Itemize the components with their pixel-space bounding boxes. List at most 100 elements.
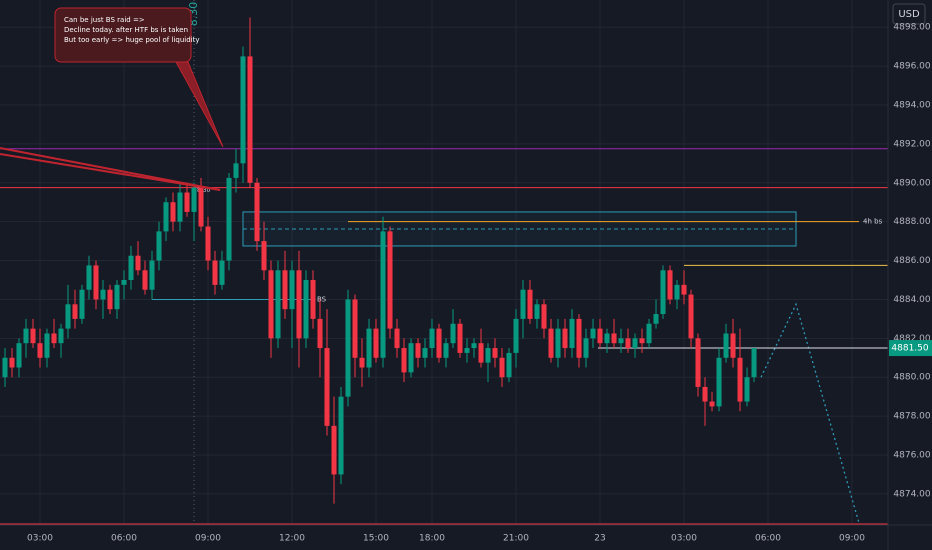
candle-body <box>618 338 624 344</box>
candle-body <box>625 338 631 349</box>
x-tick-label: 23 <box>594 534 605 544</box>
candle-body <box>100 289 106 300</box>
candle-body <box>282 270 288 310</box>
candle-body <box>331 425 337 475</box>
candle-body <box>702 386 708 402</box>
time-axis <box>0 525 932 550</box>
callout-box <box>54 7 192 63</box>
candle-body <box>471 343 477 349</box>
candle-body <box>219 260 225 285</box>
candle-body <box>107 289 113 310</box>
candle-body <box>177 192 183 222</box>
candle-body <box>548 328 554 358</box>
y-tick-label: 4892.00 <box>893 139 930 149</box>
candle-body <box>30 328 36 344</box>
currency-button[interactable] <box>892 3 926 25</box>
candle-body <box>415 343 421 358</box>
candle-body <box>723 333 729 358</box>
candle-body <box>373 328 379 358</box>
candle-body <box>450 323 456 344</box>
callout-text: But too early => huge pool of liquidity <box>64 36 199 44</box>
candle-body <box>597 328 603 344</box>
callout: Can be just BS raid => Decline today. aft… <box>64 16 199 44</box>
candle-body <box>268 270 274 339</box>
candle-body <box>527 289 533 319</box>
candle-body <box>660 270 666 315</box>
candle-body <box>555 328 561 358</box>
candle-body <box>254 182 260 242</box>
candle-body <box>576 318 582 358</box>
candle-body <box>436 328 442 358</box>
y-tick-label: 4882.00 <box>893 334 930 344</box>
candle-body <box>149 260 155 290</box>
y-tick-label: 4874.00 <box>893 489 930 499</box>
candle-body <box>681 284 687 295</box>
candle-body <box>492 348 498 358</box>
x-tick-label: 21:00 <box>503 534 529 544</box>
candle-body <box>604 333 610 344</box>
candle-body <box>23 328 29 344</box>
candle-body <box>569 318 575 349</box>
grid <box>0 0 888 525</box>
candle-body <box>737 357 743 402</box>
candle-body <box>114 284 120 310</box>
candle-body <box>611 333 617 344</box>
candle-body <box>408 343 414 373</box>
candle-body <box>44 333 50 358</box>
candle-body <box>534 304 540 319</box>
candle-body <box>296 270 302 339</box>
candle-body <box>324 348 330 426</box>
candle-body <box>289 270 295 310</box>
candle-body <box>478 343 484 363</box>
y-tick-label: 4898.00 <box>893 23 930 33</box>
axes: 4874.00 4876.00 4878.00 4880.00 4882.00 4884.… <box>27 23 932 544</box>
candle-body <box>156 231 162 261</box>
candle-body <box>142 270 148 290</box>
candle-body <box>205 226 211 261</box>
y-tick-label: 4890.00 <box>893 178 930 188</box>
y-tick-label: 4896.00 <box>893 62 930 72</box>
trend-line <box>0 153 221 191</box>
x-tick-label: 03:00 <box>27 534 53 544</box>
candle-body <box>590 328 596 339</box>
candle-body <box>653 314 659 324</box>
candle-body <box>359 357 365 368</box>
candle-body <box>639 338 645 344</box>
ray-label: BS <box>317 295 327 303</box>
projection <box>760 302 860 524</box>
y-tick-label: 4876.00 <box>893 451 930 461</box>
candle-body <box>541 304 547 329</box>
candle-body <box>401 348 407 373</box>
x-tick-label: 15:00 <box>363 534 389 544</box>
candle-body <box>58 328 64 344</box>
candle-body <box>79 289 85 319</box>
x-tick-label: 18:00 <box>419 534 445 544</box>
candle-body <box>135 255 141 271</box>
candle-body <box>513 318 519 353</box>
candle-body <box>485 348 491 363</box>
callout-text: Can be just BS raid => <box>64 16 145 24</box>
ray-label: 4h bs <box>863 218 883 226</box>
y-tick-label: 4880.00 <box>893 373 930 383</box>
currency[interactable]: USD <box>898 9 920 20</box>
candle-body <box>464 348 470 353</box>
candle-body <box>380 231 386 358</box>
candle-body <box>184 192 190 212</box>
candle-body <box>730 333 736 358</box>
candle-body <box>674 284 680 300</box>
candle-body <box>667 270 673 300</box>
candle-body <box>303 280 309 339</box>
candle-body <box>247 56 253 183</box>
candle-body <box>387 231 393 329</box>
candle-body <box>520 289 526 319</box>
candle-body <box>688 294 694 339</box>
candle-body <box>716 357 722 407</box>
candles <box>2 17 757 504</box>
candle-body <box>72 304 78 319</box>
candle-body <box>583 338 589 358</box>
candle-body <box>65 304 71 329</box>
candle-body <box>163 202 169 232</box>
candle-body <box>345 299 351 397</box>
